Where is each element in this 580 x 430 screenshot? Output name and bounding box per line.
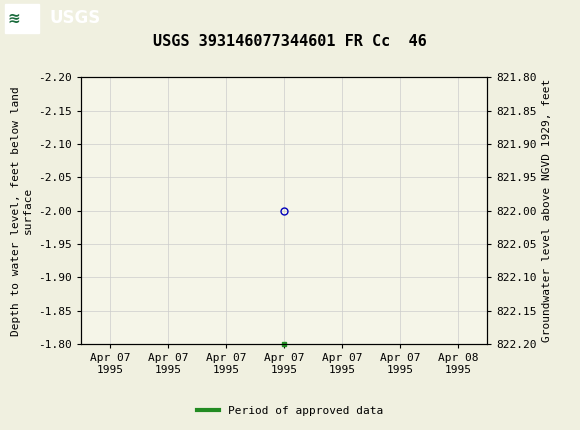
Text: USGS: USGS <box>49 9 100 27</box>
FancyBboxPatch shape <box>5 3 39 33</box>
Y-axis label: Groundwater level above NGVD 1929, feet: Groundwater level above NGVD 1929, feet <box>542 79 552 342</box>
Legend: Period of approved data: Period of approved data <box>193 401 387 420</box>
Text: USGS 393146077344601 FR Cc  46: USGS 393146077344601 FR Cc 46 <box>153 34 427 49</box>
Text: ≋: ≋ <box>8 11 20 26</box>
Y-axis label: Depth to water level, feet below land
surface: Depth to water level, feet below land su… <box>11 86 33 335</box>
